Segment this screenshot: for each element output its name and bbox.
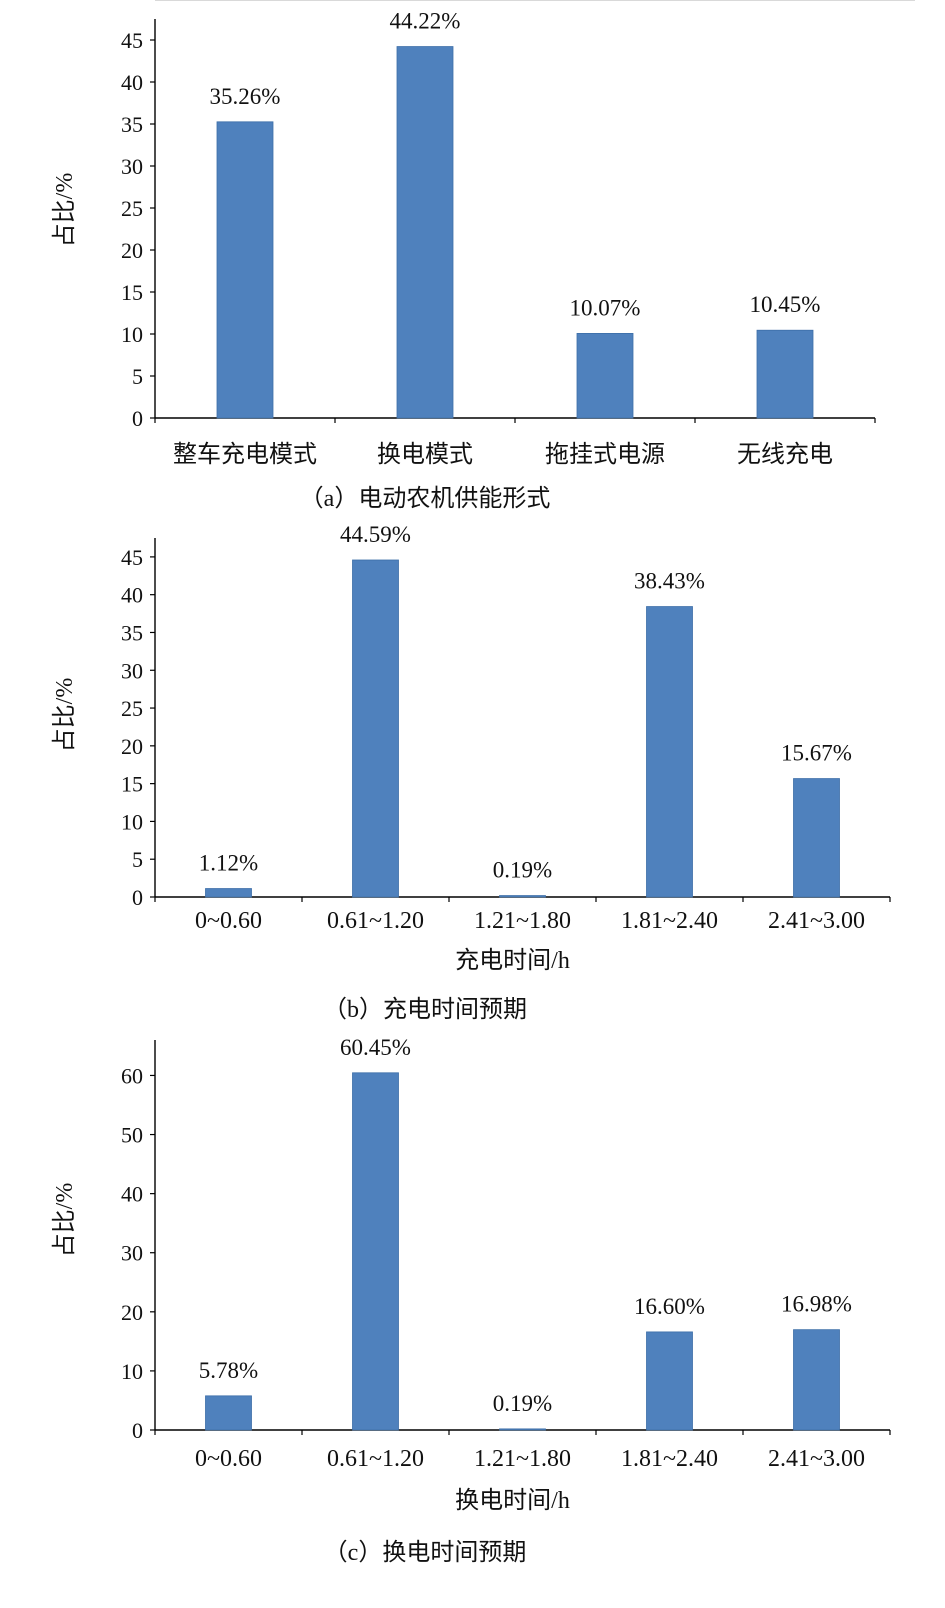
y-tick-label: 5 [132,847,143,872]
bar-5 [793,778,840,898]
y-tick-label: 10 [121,322,143,347]
y-tick-label: 30 [121,658,143,683]
data-label: 44.22% [390,9,461,34]
y-tick-label: 20 [121,1300,143,1325]
y-axis-label: 占比/% [51,678,78,753]
y-tick-label: 25 [121,196,143,221]
x-tick-label: 1.81~2.40 [621,908,718,934]
y-tick-label: 45 [121,28,143,53]
chart-c-svg: 0 10 20 30 40 50 60 占比/% 5.78% 0~0.60 60.45% 0.61~1… [51,1035,891,1566]
bar-2 [352,559,399,898]
bar-3 [499,895,546,898]
figure-caption: （b）充电时间预期 [323,996,527,1023]
bar-3 [576,333,634,419]
data-label: 10.07% [570,295,641,320]
bar-4 [646,1331,693,1431]
data-label: 1.12% [199,851,258,876]
chart-a-power-supply-form: 0 5 10 15 20 25 30 35 40 45 占比/% 35.26% 整车充电模式 44.22%… [0,0,945,520]
y-tick-label: 20 [121,238,143,263]
x-tick-label: 0~0.60 [195,908,262,934]
data-label: 35.26% [210,84,281,109]
x-tick-label: 0.61~1.20 [327,1446,424,1472]
y-tick-label: 20 [121,734,143,759]
x-tick-label: 2.41~3.00 [768,1446,865,1472]
data-label: 44.59% [340,522,411,547]
data-label: 16.60% [634,1294,705,1319]
x-tick-label: 1.21~1.80 [474,1446,571,1472]
y-tick-label: 30 [121,154,143,179]
chart-b-svg: 0 5 10 15 20 25 30 35 40 45 占比/% 1.12% 0~0.60 44.59% 0… [51,522,891,1023]
data-label: 38.43% [634,569,705,594]
bar-4 [646,606,693,898]
bar-1 [205,888,252,898]
bar-3 [499,1428,546,1431]
x-tick-label: 换电模式 [377,441,473,468]
x-tick-label: 无线充电 [737,441,833,468]
y-tick-label: 50 [121,1123,143,1148]
y-tick-label: 0 [132,885,143,910]
y-tick-label: 60 [121,1063,143,1088]
data-label: 10.45% [750,292,821,317]
y-tick-label: 25 [121,696,143,721]
data-label: 0.19% [493,1391,552,1416]
bar-5 [793,1329,840,1431]
top-rule [155,0,915,1]
bar-2 [352,1072,399,1431]
bar-2 [396,46,454,419]
data-label: 60.45% [340,1035,411,1060]
data-label: 5.78% [199,1358,258,1383]
data-label: 0.19% [493,858,552,883]
x-axis-label: 充电时间/h [455,947,570,974]
y-tick-label: 15 [121,772,143,797]
x-tick-label: 1.21~1.80 [474,908,571,934]
y-tick-label: 40 [121,1182,143,1207]
y-tick-label: 40 [121,70,143,95]
data-label: 15.67% [781,741,852,766]
x-tick-label: 拖挂式电源 [545,441,665,468]
chart-a-svg: 0 5 10 15 20 25 30 35 40 45 占比/% 35.26% 整车充电模式 44.22%… [51,9,876,512]
chart-b-charging-time: 0 5 10 15 20 25 30 35 40 45 占比/% 1.12% 0~0.60 44.59% 0… [0,520,945,1040]
bar-1 [216,121,274,419]
y-tick-label: 30 [121,1241,143,1266]
figure-caption: （a）电动农机供能形式 [300,485,551,512]
figure-caption: （c）换电时间预期 [324,1539,527,1566]
x-tick-label: 0.61~1.20 [327,908,424,934]
y-tick-label: 5 [132,364,143,389]
y-tick-label: 15 [121,280,143,305]
data-label: 16.98% [781,1292,852,1317]
y-axis-label: 占比/% [51,1183,78,1258]
y-axis-label: 占比/% [51,173,78,248]
y-tick-label: 0 [132,1418,143,1443]
y-tick-label: 10 [121,809,143,834]
y-tick-label: 10 [121,1359,143,1384]
x-tick-label: 2.41~3.00 [768,908,865,934]
bar-4 [756,329,814,419]
y-tick-label: 45 [121,545,143,570]
chart-c-battery-swap-time: 0 10 20 30 40 50 60 占比/% 5.78% 0~0.60 60.45% 0.61~1… [0,1035,945,1608]
bar-1 [205,1395,252,1431]
x-tick-label: 0~0.60 [195,1446,262,1472]
x-tick-label: 整车充电模式 [173,441,317,468]
y-tick-label: 35 [121,112,143,137]
x-axis-label: 换电时间/h [455,1487,570,1514]
y-tick-label: 0 [132,406,143,431]
y-tick-label: 35 [121,620,143,645]
y-tick-label: 40 [121,583,143,608]
x-tick-label: 1.81~2.40 [621,1446,718,1472]
